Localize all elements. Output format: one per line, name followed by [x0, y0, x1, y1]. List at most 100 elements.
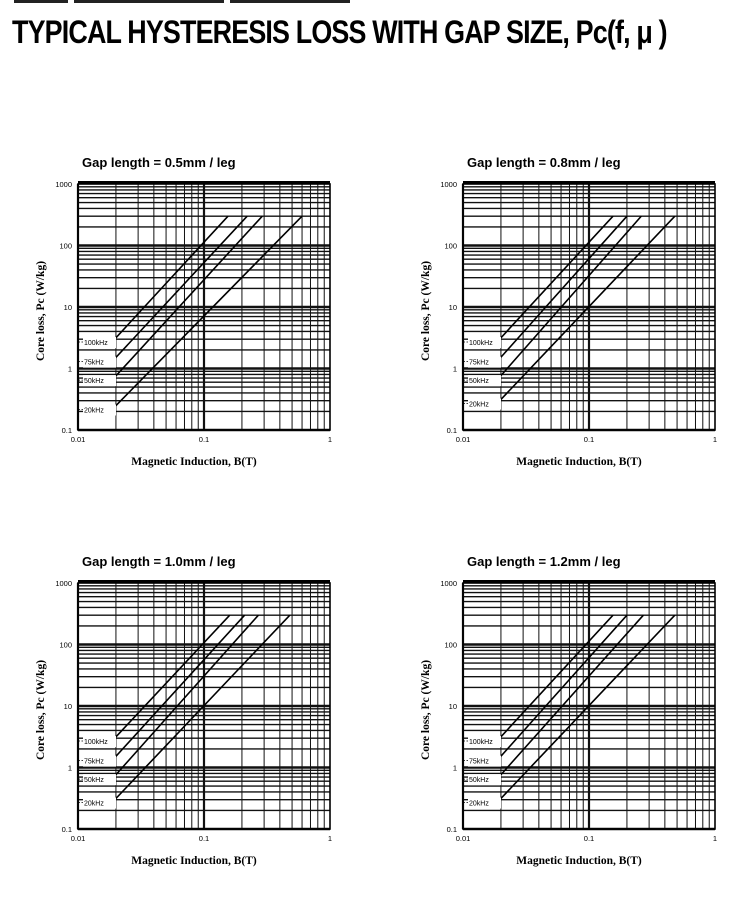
x-tick-label: 0.01: [456, 435, 471, 444]
series-line-50kHz: [109, 215, 263, 383]
y-tick-label: 100: [444, 242, 457, 251]
chart-title: Gap length = 1.2mm / leg: [467, 554, 621, 569]
y-tick-label: 1000: [440, 579, 457, 588]
y-tick-label: 10: [449, 702, 457, 711]
chart-title: Gap length = 0.5mm / leg: [82, 155, 236, 170]
series-label-bg: [83, 375, 116, 387]
series-line-100kHz: [494, 215, 614, 345]
series-label-bg: [83, 337, 116, 349]
series-label-50kHz: 50kHz: [469, 378, 489, 385]
grid: [76, 184, 330, 432]
series-line-75kHz: [494, 215, 628, 365]
y-tick-label: 1: [453, 764, 457, 773]
chart-title: Gap length = 0.8mm / leg: [467, 155, 621, 170]
x-tick-label: 0.01: [71, 834, 86, 843]
y-tick-label: 0.1: [447, 426, 457, 435]
grid: [76, 583, 330, 831]
y-tick-label: 1000: [55, 180, 72, 189]
series-label-bg: [468, 736, 501, 748]
x-tick-label: 0.01: [71, 435, 86, 444]
series-label-bg: [468, 797, 501, 809]
x-tick-label: 1: [713, 834, 717, 843]
y-tick-label: 0.1: [447, 825, 457, 834]
series-label-50kHz: 50kHz: [469, 777, 489, 784]
series-label-100kHz: 100kHz: [84, 340, 108, 347]
series-label-bg: [83, 736, 116, 748]
y-tick-label: 100: [59, 641, 72, 650]
series-label-bg: [468, 774, 501, 786]
chart-svg: Gap length = 1.2mm / leg 100kHz 75kHz 50kHz…: [420, 554, 717, 867]
y-tick-label: 0.1: [62, 825, 72, 834]
series-label-bg: [468, 337, 501, 349]
series-line-50kHz: [109, 614, 259, 782]
series-label-100kHz: 100kHz: [84, 739, 108, 746]
series-label-20kHz: 20kHz: [469, 801, 489, 808]
series-label-50kHz: 50kHz: [84, 378, 104, 385]
x-tick-label: 1: [328, 834, 332, 843]
y-axis-label: Core loss, Pc (W/kg): [35, 261, 47, 361]
cut-off-header-decoration: [14, 0, 394, 3]
chart-gap-0-5mm: Gap length = 0.5mm / leg 100kHz 75kHz 50kHz…: [30, 150, 360, 480]
chart-svg: Gap length = 0.8mm / leg 100kHz 75kHz 50kHz…: [420, 155, 717, 468]
chart-title: Gap length = 1.0mm / leg: [82, 554, 236, 569]
x-tick-label: 1: [328, 435, 332, 444]
y-tick-label: 1000: [55, 579, 72, 588]
x-tick-label: 1: [713, 435, 717, 444]
y-axis-label: Core loss, Pc (W/kg): [420, 660, 432, 760]
series-label-20kHz: 20kHz: [84, 407, 104, 414]
series-line-50kHz: [494, 614, 644, 782]
y-tick-label: 1000: [440, 180, 457, 189]
x-axis-label: Magnetic Induction, B(T): [131, 855, 257, 867]
chart-svg: Gap length = 1.0mm / leg 100kHz 75kHz 50kHz…: [35, 554, 332, 867]
series-line-75kHz: [494, 614, 628, 764]
page-title: TYPICAL HYSTERESIS LOSS WITH GAP SIZE, P…: [12, 14, 668, 50]
x-axis-label: Magnetic Induction, B(T): [516, 456, 642, 468]
y-axis-label: Core loss, Pc (W/kg): [35, 660, 47, 760]
series-line-20kHz: [494, 215, 676, 407]
y-tick-label: 1: [68, 764, 72, 773]
y-tick-label: 100: [59, 242, 72, 251]
series-label-50kHz: 50kHz: [84, 777, 104, 784]
series-label-20kHz: 20kHz: [84, 801, 104, 808]
series-label-100kHz: 100kHz: [469, 739, 493, 746]
chart-svg: Gap length = 0.5mm / leg 100kHz 75kHz 50kHz…: [35, 155, 332, 468]
y-tick-label: 10: [64, 702, 72, 711]
series-line-50kHz: [494, 215, 642, 383]
series-label-bg: [83, 774, 116, 786]
series-line-20kHz: [494, 614, 676, 806]
x-tick-label: 0.1: [199, 435, 209, 444]
grid: [461, 184, 715, 432]
y-tick-label: 0.1: [62, 426, 72, 435]
series-label-bg: [83, 797, 116, 809]
series-label-bg: [83, 356, 116, 368]
series-label-20kHz: 20kHz: [469, 402, 489, 409]
chart-gap-0-8mm: Gap length = 0.8mm / leg 100kHz 75kHz 50kHz…: [415, 150, 745, 480]
x-tick-label: 0.1: [584, 435, 594, 444]
y-tick-label: 100: [444, 641, 457, 650]
chart-gap-1-2mm: Gap length = 1.2mm / leg 100kHz 75kHz 50kHz…: [415, 549, 745, 879]
x-tick-label: 0.01: [456, 834, 471, 843]
series-label-75kHz: 75kHz: [469, 759, 489, 766]
series-line-100kHz: [494, 614, 614, 744]
x-tick-label: 0.1: [199, 834, 209, 843]
chart-gap-1-0mm: Gap length = 1.0mm / leg 100kHz 75kHz 50kHz…: [30, 549, 360, 879]
y-axis-label: Core loss, Pc (W/kg): [420, 261, 432, 361]
series-line-75kHz: [109, 215, 248, 365]
series-label-bg: [83, 755, 116, 767]
series-label-75kHz: 75kHz: [84, 759, 104, 766]
y-tick-label: 10: [64, 303, 72, 312]
series-label-75kHz: 75kHz: [469, 360, 489, 367]
series-line-100kHz: [109, 215, 229, 345]
series-label-bg: [468, 755, 501, 767]
series-line-20kHz: [109, 614, 291, 806]
y-tick-label: 1: [453, 365, 457, 374]
series-line-75kHz: [109, 614, 246, 764]
x-axis-label: Magnetic Induction, B(T): [516, 855, 642, 867]
x-axis-label: Magnetic Induction, B(T): [131, 456, 257, 468]
y-tick-label: 1: [68, 365, 72, 374]
series-label-75kHz: 75kHz: [84, 360, 104, 367]
series-label-100kHz: 100kHz: [469, 340, 493, 347]
series-line-100kHz: [109, 614, 231, 744]
x-tick-label: 0.1: [584, 834, 594, 843]
series-line-20kHz: [109, 215, 303, 413]
